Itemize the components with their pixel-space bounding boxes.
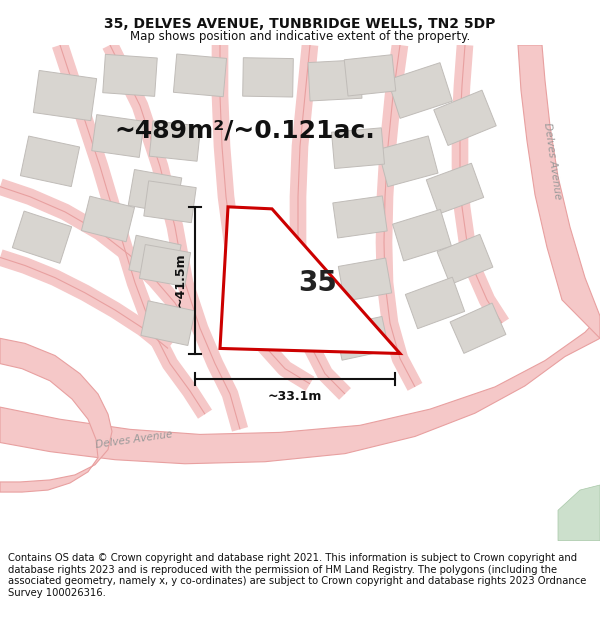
- Polygon shape: [308, 60, 362, 101]
- Text: Delves Avenue: Delves Avenue: [542, 122, 562, 201]
- Polygon shape: [34, 71, 97, 121]
- Text: 35: 35: [299, 269, 337, 297]
- Text: ~33.1m: ~33.1m: [268, 391, 322, 404]
- Polygon shape: [92, 114, 144, 158]
- Polygon shape: [335, 316, 389, 360]
- Polygon shape: [450, 303, 506, 353]
- Polygon shape: [20, 136, 80, 187]
- Polygon shape: [0, 338, 112, 492]
- Text: Delves Avenue: Delves Avenue: [95, 429, 173, 450]
- Polygon shape: [338, 258, 392, 301]
- Polygon shape: [149, 121, 200, 161]
- Text: 35, DELVES AVENUE, TUNBRIDGE WELLS, TN2 5DP: 35, DELVES AVENUE, TUNBRIDGE WELLS, TN2 …: [104, 17, 496, 31]
- Polygon shape: [82, 196, 134, 242]
- Polygon shape: [139, 244, 191, 286]
- Polygon shape: [406, 277, 464, 329]
- Polygon shape: [129, 235, 181, 279]
- Polygon shape: [0, 316, 600, 464]
- Text: ~489m²/~0.121ac.: ~489m²/~0.121ac.: [115, 119, 376, 143]
- Polygon shape: [13, 211, 71, 263]
- Polygon shape: [128, 169, 182, 214]
- Polygon shape: [173, 54, 227, 97]
- Polygon shape: [437, 234, 493, 284]
- Polygon shape: [144, 181, 196, 222]
- Polygon shape: [103, 54, 157, 96]
- Polygon shape: [332, 128, 385, 169]
- Polygon shape: [426, 163, 484, 214]
- Polygon shape: [242, 58, 293, 97]
- Polygon shape: [344, 55, 396, 96]
- Polygon shape: [220, 207, 400, 354]
- Text: Map shows position and indicative extent of the property.: Map shows position and indicative extent…: [130, 30, 470, 42]
- Polygon shape: [378, 136, 438, 187]
- Text: ~41.5m: ~41.5m: [173, 253, 187, 308]
- Text: Contains OS data © Crown copyright and database right 2021. This information is : Contains OS data © Crown copyright and d…: [8, 553, 586, 598]
- Polygon shape: [518, 45, 600, 338]
- Polygon shape: [392, 209, 451, 261]
- Polygon shape: [141, 301, 195, 346]
- Polygon shape: [558, 485, 600, 541]
- Polygon shape: [333, 196, 387, 238]
- Polygon shape: [434, 90, 496, 146]
- Polygon shape: [388, 62, 452, 118]
